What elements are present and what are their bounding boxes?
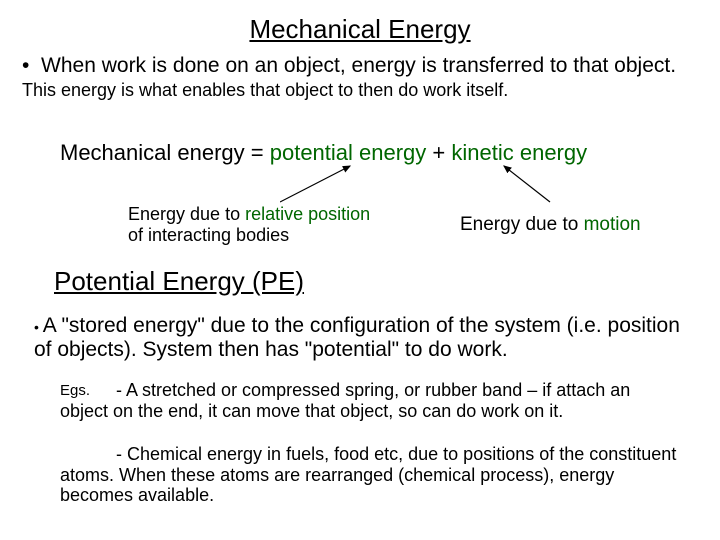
pe-desc-b: relative position: [245, 204, 370, 224]
equation-line: Mechanical energy = potential energy + k…: [60, 140, 587, 166]
slide-root: Mechanical Energy • When work is done on…: [0, 0, 720, 540]
equation-pre: Mechanical energy =: [60, 140, 270, 165]
page-title: Mechanical Energy: [0, 14, 720, 45]
stored-energy-text: A "stored energy" due to the configurati…: [34, 314, 680, 361]
pe-description: Energy due to relative position of inter…: [128, 204, 388, 245]
ke-desc-a: Energy due to: [460, 214, 584, 235]
equation-mid: +: [426, 140, 451, 165]
bullet-dot-icon: •: [22, 54, 41, 77]
arrow-left-icon: [280, 164, 360, 204]
main-bullet-text-a: When work is done on an object, energy i…: [41, 54, 676, 77]
bullet-dot-small-icon: •: [34, 319, 43, 335]
pe-desc-a: Energy due to: [128, 204, 245, 224]
arrow-right-icon: [500, 164, 560, 204]
equation-pe: potential energy: [270, 140, 427, 165]
main-bullet-text-b: This energy is what enables that object …: [22, 80, 508, 100]
ke-desc-b: motion: [584, 214, 641, 235]
example-1: - A stretched or compressed spring, or r…: [60, 380, 680, 421]
example-2: - Chemical energy in fuels, food etc, du…: [60, 444, 680, 506]
stored-energy-bullet: • A "stored energy" due to the configura…: [34, 314, 694, 362]
subtitle-pe: Potential Energy (PE): [54, 266, 304, 297]
pe-desc-c: of interacting bodies: [128, 225, 289, 245]
equation-ke: kinetic energy: [451, 140, 587, 165]
main-bullet: • When work is done on an object, energy…: [22, 54, 698, 102]
ke-description: Energy due to motion: [460, 214, 641, 236]
